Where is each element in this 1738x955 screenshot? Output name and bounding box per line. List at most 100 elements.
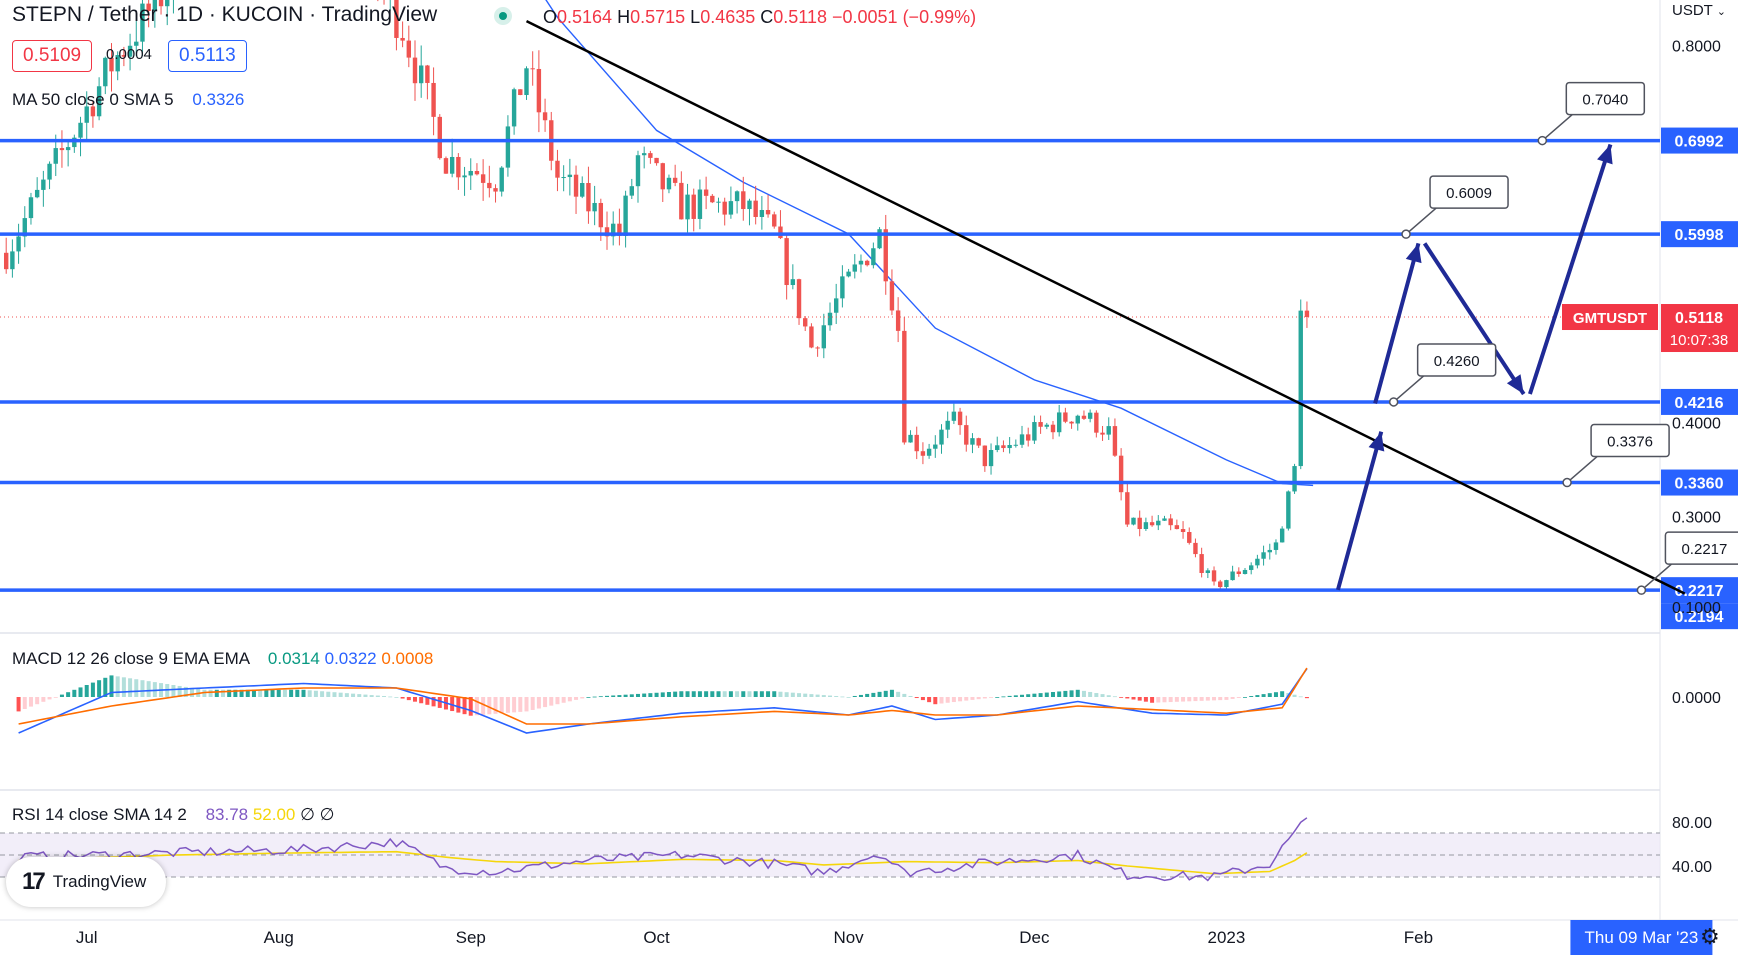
rsi-band-layer: [0, 832, 1660, 878]
forecast-arrow: [1335, 431, 1385, 591]
macd-histogram-bar: [220, 689, 225, 697]
callout-box: [1664, 531, 1738, 565]
rsi-legend[interactable]: RSI 14 close SMA 14 2 83.78 52.00 ∅ ∅: [12, 805, 334, 825]
candle-body: [1044, 424, 1049, 427]
candle: [1304, 301, 1310, 328]
candle: [1019, 425, 1025, 448]
macd-histogram-bar: [617, 695, 622, 697]
candle: [518, 89, 523, 96]
trendline-layer[interactable]: [525, 20, 1686, 595]
candle-body: [970, 438, 975, 445]
candle-body: [47, 163, 52, 180]
candle: [1298, 299, 1303, 470]
symbol-title[interactable]: STEPN / Tether · 1D · KUCOIN · TradingVi…: [12, 3, 438, 26]
macd-histogram-bar: [233, 689, 238, 697]
candle-body: [536, 68, 542, 113]
macd-histogram-bar: [1150, 697, 1155, 703]
macd-histogram-bar: [1106, 695, 1111, 697]
candle: [654, 157, 659, 166]
price-callout: 0.4260: [1388, 343, 1497, 407]
macd-layer: [16, 667, 1309, 734]
macd-legend-signal: 0.0322: [324, 649, 377, 668]
macd-histogram-bar: [784, 692, 789, 697]
candle-body: [827, 312, 833, 326]
candle-body: [1081, 415, 1087, 419]
candle-body: [425, 65, 430, 83]
macd-histogram-bar: [128, 678, 133, 697]
candle-body: [511, 89, 517, 127]
macd-histogram-bar: [772, 691, 777, 697]
candle-body: [103, 57, 108, 87]
macd-histogram-bar: [945, 697, 950, 703]
candle-body: [840, 276, 845, 299]
candle: [1100, 425, 1105, 441]
candle: [493, 184, 498, 203]
candle-body: [679, 182, 684, 220]
macd-histogram-bar: [103, 677, 108, 697]
candle-body: [524, 68, 529, 96]
candle: [456, 153, 461, 190]
candle: [468, 158, 473, 190]
market-status-icon[interactable]: [494, 7, 512, 25]
candle-body: [672, 177, 678, 183]
candle-body: [660, 163, 665, 190]
candle-body: [1087, 412, 1093, 419]
candle-body: [394, 0, 399, 38]
candle: [1248, 562, 1254, 575]
macd-histogram-bar: [735, 691, 740, 697]
candle: [1174, 519, 1180, 530]
candle-body: [1267, 549, 1272, 553]
candle-body: [165, 0, 170, 7]
candle: [914, 426, 919, 460]
candle-body: [809, 326, 814, 348]
candle: [16, 223, 21, 264]
candle: [1044, 422, 1049, 430]
candle-body: [1168, 518, 1173, 526]
forecast-arrows-layer[interactable]: [1335, 143, 1613, 591]
tradingview-logo[interactable]: 17 TradingView: [6, 857, 166, 907]
support-resistance-layer[interactable]: 0.6992 0.5998 0.4216 0.3360 0.2217 0.2194 GMTU…: [0, 127, 1738, 630]
macd-histogram-bar: [202, 689, 207, 697]
candle-body: [846, 271, 851, 277]
time-tick-label: Dec: [1019, 928, 1050, 947]
macd-histogram-bar: [1280, 691, 1285, 697]
macd-histogram-bar: [871, 692, 876, 697]
settings-gear-icon[interactable]: ⚙: [1700, 924, 1720, 949]
sell-price-button[interactable]: 0.5109: [12, 40, 93, 72]
candle-body: [28, 197, 34, 219]
macd-legend[interactable]: MACD 12 26 close 9 EMA EMA 0.0314 0.0322…: [12, 649, 433, 669]
macd-histogram-bar: [289, 689, 294, 697]
candle: [580, 176, 585, 199]
candle-body: [1050, 424, 1056, 433]
candle-body: [90, 106, 96, 117]
candle-body: [617, 223, 622, 236]
price-callout: 0.7040: [1537, 81, 1646, 146]
macd-histogram-bar: [301, 689, 306, 697]
macd-histogram-bar: [1205, 697, 1210, 701]
buy-price-button[interactable]: 0.5113: [168, 40, 247, 72]
candle-body: [127, 45, 133, 57]
candle: [505, 115, 511, 177]
candle-body: [821, 325, 827, 349]
candle: [753, 185, 758, 225]
currency-selector[interactable]: USDT ⌄: [1672, 2, 1726, 19]
time-tick-label: Jul: [76, 928, 98, 947]
candle: [389, 0, 391, 11]
ma-legend[interactable]: MA 50 close 0 SMA 5 0.3326: [12, 90, 244, 110]
macd-histogram-bar: [574, 697, 579, 700]
candle-body: [1001, 445, 1006, 449]
candle: [784, 233, 789, 300]
candle: [759, 196, 765, 230]
candle: [1137, 510, 1142, 537]
candle: [1007, 437, 1012, 454]
extra-axis-tag: [1661, 603, 1738, 630]
macd-histogram-bar: [140, 680, 145, 697]
candle-body: [877, 229, 882, 249]
candle-body: [1304, 310, 1310, 318]
macd-histogram-bar: [914, 697, 919, 699]
candle: [1087, 409, 1093, 423]
macd-histogram-bar: [1081, 690, 1086, 697]
candle: [697, 179, 703, 230]
callouts-layer[interactable]: 0.7040 0.6009 0.4260 0.3376 0.2217: [1388, 81, 1738, 595]
